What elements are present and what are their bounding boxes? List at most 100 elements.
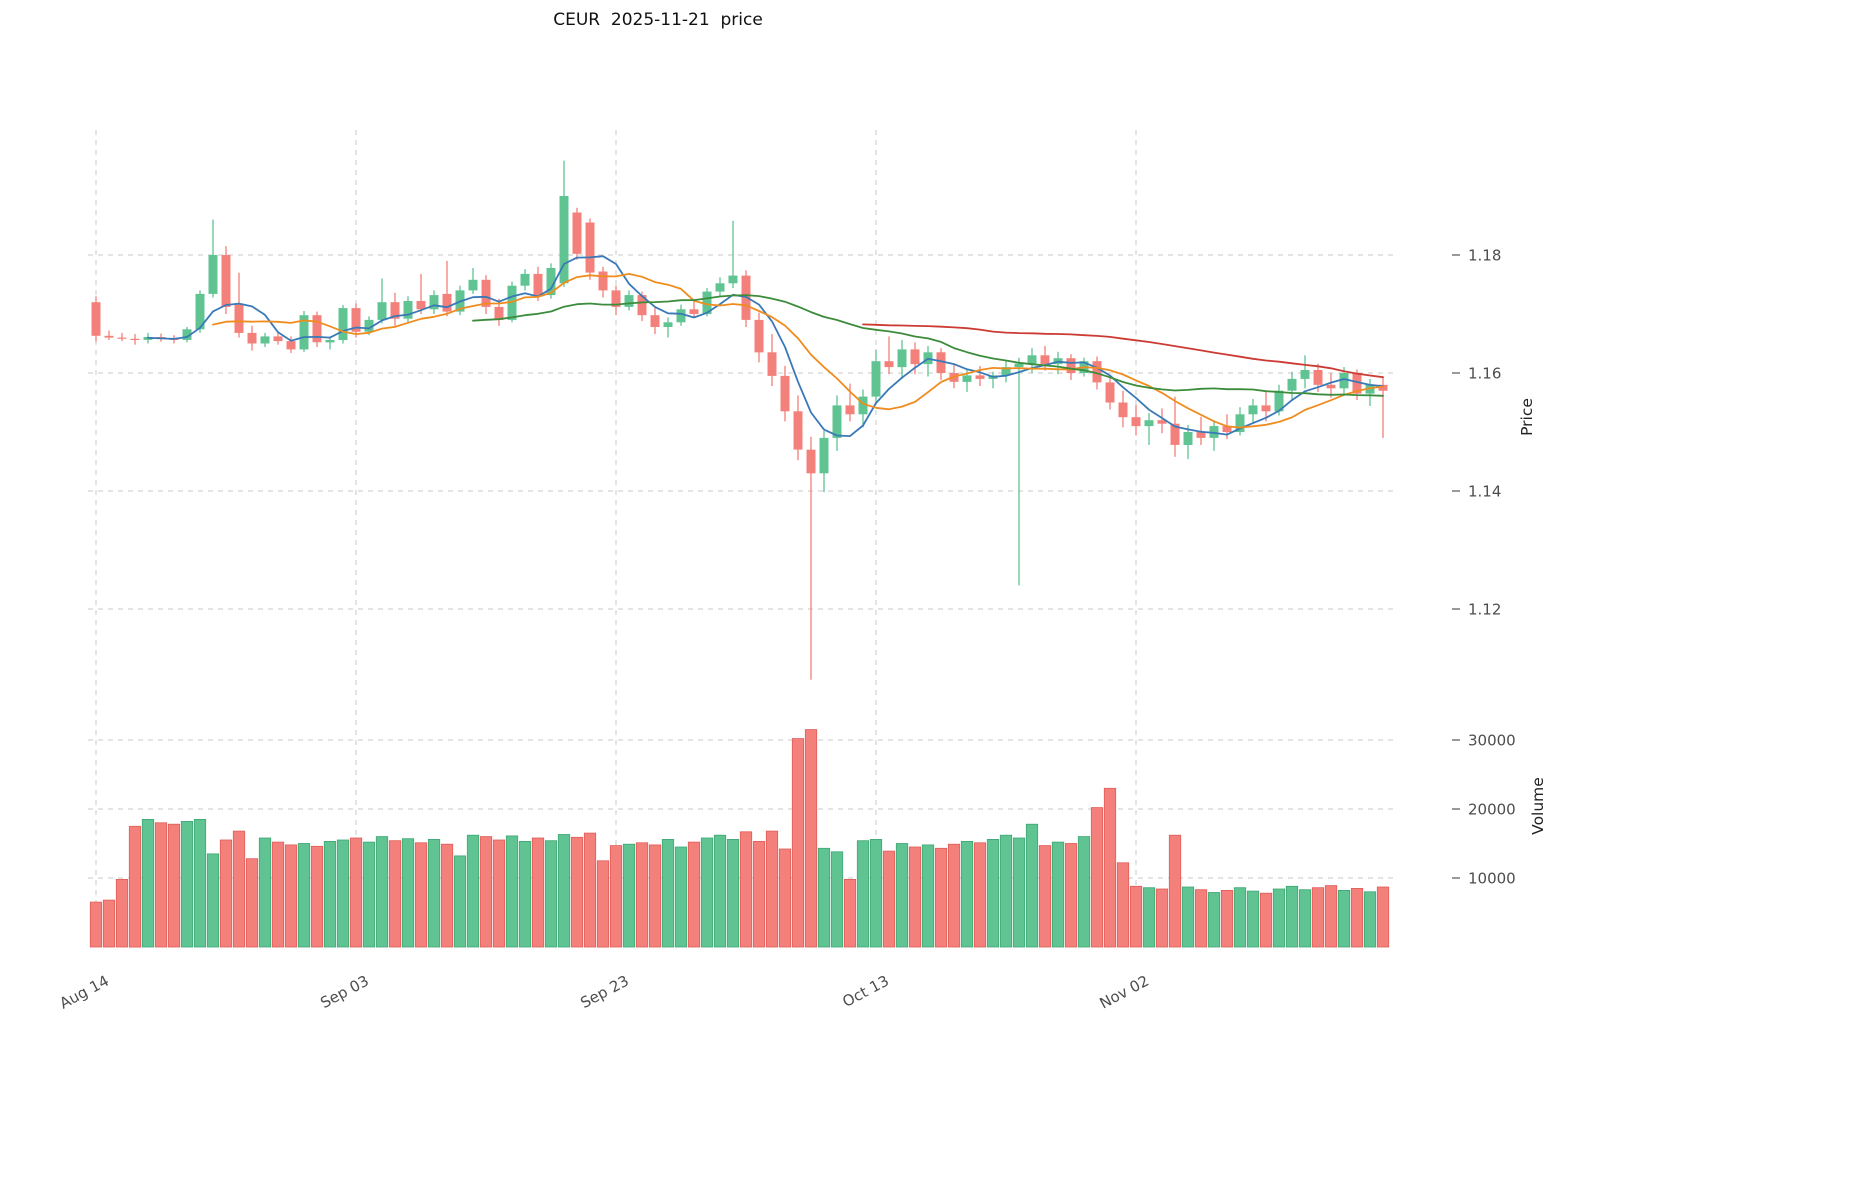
volume-bar [596,860,610,948]
volume-bar [479,836,493,948]
volume-bar [1272,888,1286,948]
candle-body [429,295,439,310]
candle-body [390,302,400,319]
volume-bar [1337,890,1351,948]
candle-body [858,396,868,415]
gridlines [88,130,1396,947]
candle-body [1092,361,1102,383]
volume-bar [1246,890,1260,948]
volume-bar [401,838,415,948]
volume-bar [1285,885,1299,948]
candle-body [1235,414,1245,432]
volume-bar [778,848,792,948]
volume-bar [570,836,584,948]
candle-body [1326,384,1336,389]
volume-bar [245,858,259,948]
price-tick-label: 1.18 [1468,247,1501,265]
candle-body [754,319,764,353]
volume-bar [1025,823,1039,948]
volume-bar [1194,889,1208,948]
volume-bar [193,819,207,948]
volume-bar [1207,892,1221,948]
candle-body [845,405,855,415]
candle-body [1157,420,1167,424]
candle-body [351,308,361,332]
volume-bar [765,830,779,948]
volume-bar [1350,888,1364,948]
volume-bar [466,834,480,948]
candle-body [1144,420,1154,427]
volume-bar [622,843,636,948]
volume-bar [635,842,649,948]
candles [91,160,1388,680]
candle-body [572,212,582,254]
volume-bar [869,839,883,948]
candle-body [598,271,608,291]
candle-body [611,290,621,307]
candle-body [325,340,335,343]
candle-body [1300,370,1310,379]
volume-bar [1012,837,1026,948]
candle-body [221,255,231,307]
candle-body [1248,405,1258,415]
volume-bar [362,841,376,948]
volume-bar [310,845,324,948]
candle-body [962,375,972,382]
volume-bar [713,834,727,948]
candle-body [494,306,504,320]
ma30-line [472,294,1384,397]
candle-body [1027,355,1037,364]
volume-bar [154,822,168,948]
candle-body [1066,358,1076,373]
volume-bar [271,841,285,948]
volume-bar [843,879,857,948]
x-tick-label: Nov 02 [1097,972,1152,1013]
x-tick-label: Aug 14 [56,972,111,1013]
candle-body [1274,390,1284,412]
volume-bar [583,832,597,948]
candle-body [416,301,426,310]
volume-bar [323,841,337,948]
candle-body [910,349,920,365]
volume-bar [167,823,181,948]
candle-body [182,329,192,340]
volume-bar [440,843,454,948]
volume-bar [1324,885,1338,948]
candle-body [1287,378,1297,391]
volume-bar [557,834,571,948]
volume-bar [739,831,753,948]
candle-body [1170,423,1180,445]
volume-bar [1168,834,1182,948]
candle-body [442,293,452,312]
volume-bar [986,839,1000,948]
candle-body [364,319,374,332]
volume-bar [999,834,1013,948]
x-tick-label: Oct 13 [839,972,891,1011]
volume-bar [1116,862,1130,948]
candle-body [637,295,647,316]
volume-bar [284,844,298,948]
candle-body [403,301,413,319]
volume-bar [258,837,272,948]
candle-body [520,273,530,286]
volume-bar [1129,885,1143,948]
volume-bar [882,850,896,948]
volume-tick-label: 20000 [1468,801,1516,819]
candle-body [117,337,127,339]
volume-bar [1103,787,1117,948]
volume-bar [1259,892,1273,948]
candle-body [1105,382,1115,403]
candle-body [1196,432,1206,438]
volume-bar [453,855,467,948]
volume-bar [1090,807,1104,948]
candle-body [507,285,517,320]
candle-body [715,283,725,292]
volume-bar [804,729,818,948]
candle-body [1040,355,1050,365]
volume-bar [752,841,766,948]
volume-bar [1051,841,1065,948]
candle-body [299,315,309,350]
candle-body [91,302,101,336]
volume-bar [232,830,246,948]
candle-body [1352,373,1362,394]
